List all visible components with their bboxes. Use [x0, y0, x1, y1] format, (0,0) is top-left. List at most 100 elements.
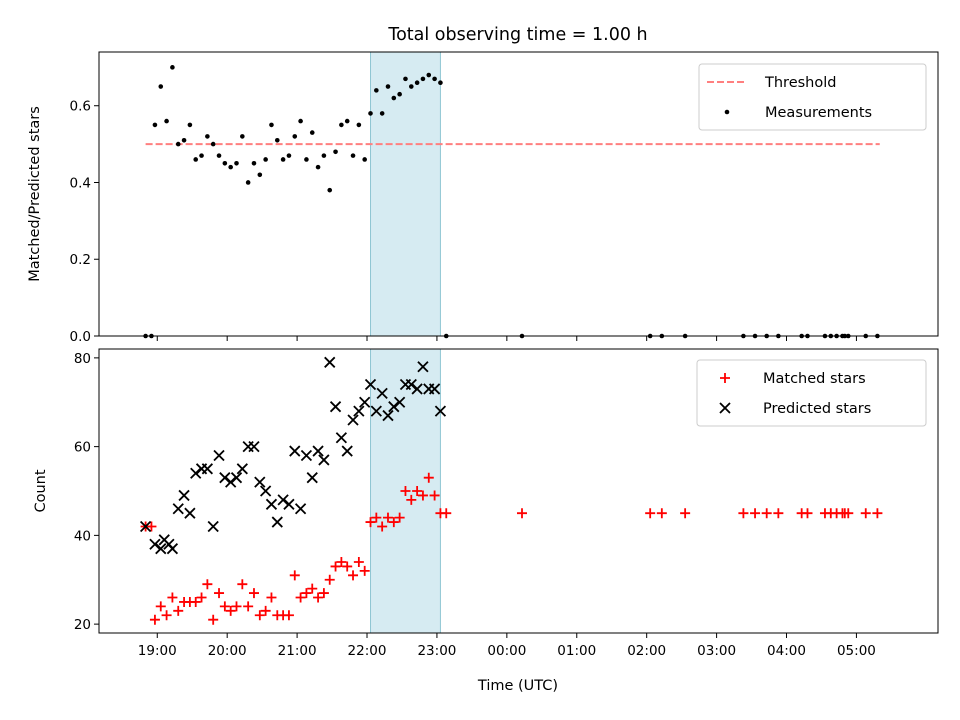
matched-star-point — [155, 601, 166, 612]
x-tick-label: 23:00 — [417, 643, 456, 659]
predicted-star-point — [359, 396, 371, 408]
matched-star-point — [146, 521, 157, 532]
predicted-star-point — [353, 405, 365, 417]
measurement-point — [228, 164, 233, 170]
matched-star-point — [260, 605, 271, 616]
predicted-star-point — [394, 396, 406, 408]
measurement-point — [257, 172, 263, 178]
predicted-star-point — [324, 356, 336, 368]
highlight-span — [370, 51, 441, 337]
matched-star-point — [382, 512, 393, 523]
matched-star-point — [860, 508, 871, 519]
predicted-star-point — [411, 383, 423, 395]
matched-star-point — [377, 521, 388, 532]
predicted-star-point — [329, 401, 342, 413]
measurement-point — [263, 157, 268, 162]
y-tick-label: 60 — [74, 440, 91, 456]
measurement-point — [152, 122, 158, 128]
matched-star-point — [353, 557, 364, 567]
predicted-star-point — [294, 503, 307, 515]
measurement-point — [408, 84, 414, 89]
measurement-point — [344, 118, 350, 124]
matched-star-point — [248, 588, 259, 599]
x-tick-label: 20:00 — [208, 643, 247, 659]
matched-star-point — [190, 596, 201, 607]
matched-star-point — [429, 490, 440, 501]
predicted-star-point — [277, 494, 289, 506]
measurement-point — [362, 157, 367, 162]
measurement-point — [333, 149, 338, 155]
matched-star-point — [645, 508, 656, 519]
measurement-point — [420, 76, 426, 82]
matched-star-point — [330, 561, 341, 572]
measurement-point — [199, 153, 204, 158]
measurement-point — [280, 157, 286, 162]
matched-star-point — [417, 490, 428, 501]
predicted-star-point — [382, 409, 394, 422]
predicted-star-point — [300, 449, 313, 462]
matched-star-point — [348, 570, 359, 581]
predicted-star-point — [248, 440, 260, 453]
y-tick-label: 20 — [74, 617, 91, 633]
matched-star-point — [342, 561, 353, 572]
measurement-point — [158, 84, 164, 89]
matched-star-point — [266, 592, 277, 603]
predicted-star-point — [306, 472, 318, 484]
predicted-star-point — [155, 543, 167, 555]
y-tick-label: 0.6 — [70, 99, 91, 115]
matched-star-point — [656, 508, 667, 519]
x-tick-label: 05:00 — [837, 643, 876, 659]
measurement-point — [216, 153, 222, 158]
legend-label: Measurements — [765, 105, 872, 121]
measurement-point — [274, 137, 280, 143]
x-tick-label: 22:00 — [348, 643, 387, 659]
legend-label: Threshold — [764, 75, 836, 91]
predicted-star-point — [219, 472, 231, 484]
matched-star-point — [365, 517, 376, 528]
measurement-point — [286, 153, 292, 158]
predicted-star-point — [347, 414, 359, 426]
matched-star-point — [202, 579, 213, 590]
matched-star-point — [738, 508, 749, 519]
measurement-point — [356, 122, 362, 128]
matched-star-point — [243, 601, 254, 612]
x-tick-label: 03:00 — [697, 643, 736, 659]
measurement-point — [432, 76, 437, 82]
legend-box — [696, 359, 927, 427]
predicted-star-point — [283, 498, 295, 510]
measurement-point — [403, 76, 408, 82]
predicted-star-point — [318, 454, 330, 466]
predicted-star-point — [388, 401, 400, 413]
measurement-point — [315, 164, 321, 170]
predicted-star-point — [341, 445, 353, 457]
x-tick-label: 01:00 — [557, 643, 596, 659]
measurement-point — [292, 134, 298, 139]
measurement-point — [187, 122, 193, 128]
predicted-star-point — [178, 489, 190, 502]
measurement-point — [304, 157, 309, 162]
predicted-star-point — [364, 378, 377, 391]
measurement-point — [414, 80, 420, 86]
matched-star-point — [516, 508, 527, 519]
predicted-star-point — [201, 463, 214, 475]
legend-box — [698, 63, 927, 131]
measurement-point — [309, 130, 315, 135]
matched-star-point — [394, 512, 405, 523]
predicted-star-point — [434, 405, 447, 417]
predicted-star-point — [225, 476, 237, 488]
predicted-star-point — [230, 472, 243, 484]
measurement-point — [391, 95, 397, 101]
measurement-point — [170, 65, 175, 70]
matched-star-point — [802, 508, 813, 519]
matched-star-point — [196, 592, 207, 603]
measurement-point — [350, 153, 356, 158]
matched-star-point — [307, 583, 318, 594]
measurement-point — [205, 134, 210, 139]
predicted-star-point — [405, 378, 417, 391]
measurement-point — [368, 111, 373, 116]
x-tick-label: 04:00 — [767, 643, 806, 659]
predicted-star-point — [370, 405, 382, 417]
matched-star-point — [214, 588, 225, 599]
bottom-panel: 20 40 60 80 19:00 20:00 21:00 22:00 23:00 00:00 01… — [74, 348, 939, 659]
